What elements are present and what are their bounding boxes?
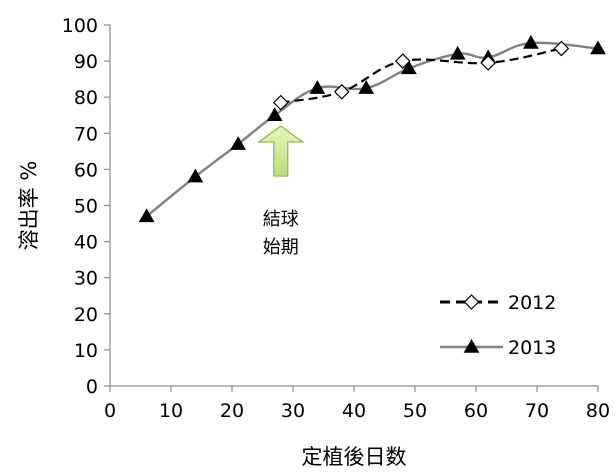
annotation-text-line: 始期 [263,237,299,258]
y-tick-label: 30 [74,268,98,290]
data-point-triangle [266,107,283,121]
y-tick-label: 60 [74,159,98,181]
data-point-diamond [272,94,289,111]
legend-item-2013: 2013 [440,337,556,359]
x-ticks: 0 10 20 30 40 50 60 70 80 [104,386,610,422]
y-tick-label: 80 [74,87,98,109]
y-tick-label: 90 [74,51,98,73]
data-point-triangle [358,80,375,94]
annotation-text-line: 結球 [263,209,299,230]
series-2013 [138,35,606,223]
x-tick-label: 60 [464,400,488,422]
data-point-triangle [230,136,246,150]
data-point-triangle [590,40,606,55]
series-layer [138,35,606,223]
legend-item-2012: 2012 [440,292,556,314]
data-point-triangle [463,338,480,353]
y-tick-label: 40 [74,232,98,254]
x-tick-label: 40 [342,400,366,422]
x-tick-label: 80 [586,400,610,422]
legend-label-2013: 2013 [508,337,556,359]
y-tick-label: 70 [74,123,98,145]
data-point-diamond [480,55,497,71]
y-ticks: 0 10 20 30 40 50 60 70 80 90 100 [62,15,110,398]
series-line-2013 [145,41,599,218]
x-axis-title: 定植後日数 [302,445,407,469]
data-point-triangle [138,208,155,223]
x-tick-label: 20 [220,400,244,422]
data-point-triangle [187,168,204,183]
series-2012 [272,40,570,111]
data-point-triangle [523,35,539,49]
axes [109,25,598,387]
data-point-diamond [553,40,570,57]
y-tick-label: 50 [74,196,98,218]
y-tick-label: 0 [86,376,98,398]
x-tick-label: 10 [159,400,183,422]
x-tick-label: 30 [281,400,305,422]
legend: 2012 2013 [440,292,556,359]
x-tick-label: 0 [104,400,116,422]
data-point-diamond [333,83,350,100]
data-point-triangle [401,60,417,75]
data-point-triangle [449,45,466,60]
y-axis-title: 溶出率 % [17,161,41,251]
x-tick-label: 50 [403,400,427,422]
data-point-triangle [309,80,326,94]
y-tick-label: 20 [74,304,98,326]
data-point-diamond [394,53,411,69]
x-tick-label: 70 [525,400,549,422]
series-line-2012 [280,47,562,104]
data-point-diamond [463,294,480,310]
annotation-arrow [256,125,305,177]
legend-label-2012: 2012 [508,292,556,314]
y-tick-label: 100 [62,15,98,37]
y-tick-label: 10 [74,340,98,362]
